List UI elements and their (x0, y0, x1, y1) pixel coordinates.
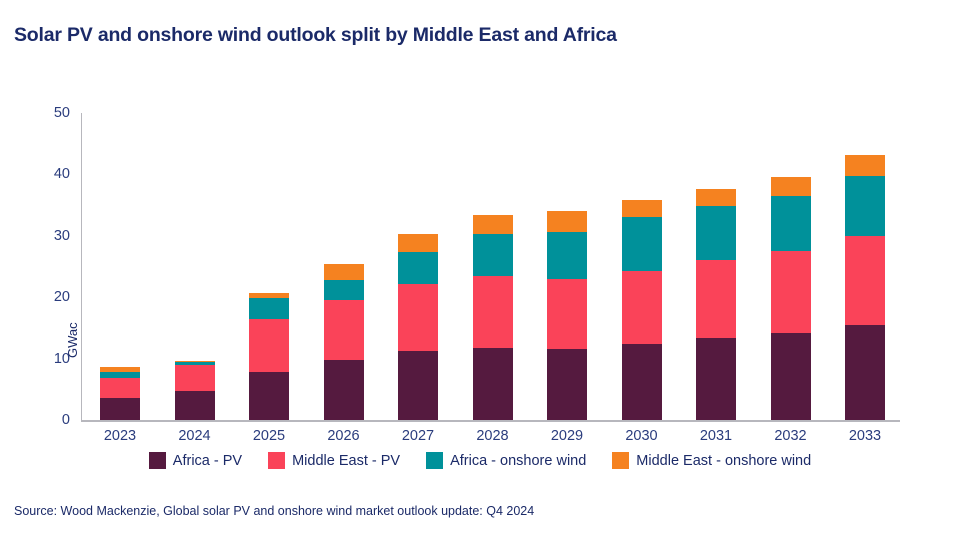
y-axis-tick-label: 10 (53, 350, 70, 367)
bar-segment[interactable] (323, 264, 364, 281)
bar-segment[interactable] (323, 300, 364, 361)
bar-segment[interactable] (845, 176, 885, 237)
legend-item[interactable]: Middle East - PV (268, 452, 400, 469)
y-axis-tick-label: 40 (53, 166, 70, 183)
bar-segment[interactable] (323, 280, 364, 301)
page-title: Solar PV and onshore wind outlook split … (14, 24, 617, 46)
x-axis-tick-label: 2026 (327, 428, 360, 444)
bar-segment[interactable] (100, 366, 140, 372)
legend-label: Middle East - onshore wind (636, 452, 812, 469)
legend-label: Africa - onshore wind (450, 452, 587, 469)
x-axis-tick-label: 2031 (699, 428, 733, 444)
legend-label: Middle East - PV (292, 452, 401, 469)
bar-segment[interactable] (174, 364, 215, 391)
bar-segment[interactable] (100, 371, 140, 378)
stacked-bar[interactable] (770, 176, 811, 420)
x-axis-tick-label: 2028 (476, 428, 509, 444)
legend-label: Africa - PV (172, 452, 243, 469)
bar-segment[interactable] (621, 200, 662, 218)
legend-swatch-icon (148, 452, 166, 469)
stacked-bar[interactable] (174, 361, 215, 420)
x-axis-line (81, 420, 900, 422)
bar-segment[interactable] (472, 214, 513, 234)
bar-segment[interactable] (472, 347, 513, 420)
bar-segment[interactable] (547, 231, 587, 279)
bar-segment[interactable] (547, 211, 587, 232)
bar-segment[interactable] (770, 195, 811, 251)
bar-segment[interactable] (696, 189, 736, 206)
x-axis-tick-label: 2029 (550, 428, 584, 444)
x-axis-tick-label: 2033 (848, 428, 882, 444)
legend-item[interactable]: Middle East - onshore wind (612, 452, 811, 469)
legend-swatch-icon (612, 452, 630, 469)
stacked-bar[interactable] (547, 211, 587, 420)
bar-segment[interactable] (845, 325, 885, 420)
y-axis-line (81, 113, 82, 420)
stacked-bar[interactable] (696, 189, 736, 420)
x-axis-tick-label: 2030 (625, 428, 658, 444)
x-axis-tick-label: 2023 (103, 428, 137, 444)
legend-swatch-icon (268, 452, 286, 469)
bar-segment[interactable] (770, 176, 811, 196)
bar-segment[interactable] (770, 250, 811, 333)
bar-segment[interactable] (696, 205, 736, 260)
bar-segment[interactable] (249, 319, 289, 372)
chart-legend: Africa - PV Middle East - PV Africa - onsh… (0, 452, 960, 469)
legend-swatch-icon (426, 452, 444, 469)
y-axis-tick-label: 50 (53, 105, 70, 121)
x-axis-tick-label: 2027 (401, 428, 435, 444)
stacked-bar[interactable] (472, 214, 513, 420)
legend-item[interactable]: Africa - PV (148, 452, 243, 469)
bar-segment[interactable] (249, 371, 289, 420)
x-axis-tick-label: 2025 (252, 428, 286, 444)
y-axis-tick-label: 20 (53, 289, 70, 306)
bar-segment[interactable] (174, 361, 215, 363)
source-note: Source: Wood Mackenzie, Global solar PV … (14, 504, 535, 518)
bar-segment[interactable] (174, 362, 215, 365)
plot-area: GWac 0 10 20 30 40 50 2023 2024 2025 2026 2027 202… (54, 105, 900, 444)
bar-segment[interactable] (696, 259, 736, 339)
y-axis-tick-label: 0 (61, 412, 70, 428)
bar-segment[interactable] (249, 298, 289, 320)
bar-segment[interactable] (547, 278, 587, 350)
bar-segment[interactable] (621, 271, 662, 345)
y-axis-tick-label: 30 (53, 227, 70, 244)
bar-segment[interactable] (398, 283, 438, 351)
bar-segment[interactable] (472, 233, 513, 277)
bar-segment[interactable] (621, 344, 662, 420)
stacked-bar[interactable] (323, 264, 364, 420)
bar-segment[interactable] (845, 236, 885, 326)
x-axis-tick-label: 2024 (178, 428, 211, 444)
x-axis-tick-label: 2032 (774, 428, 807, 444)
bar-segment[interactable] (100, 397, 140, 420)
bar-segment[interactable] (249, 292, 289, 299)
bar-segment[interactable] (621, 217, 662, 272)
bar-segment[interactable] (398, 233, 438, 252)
bar-segment[interactable] (174, 390, 215, 420)
bar-segment[interactable] (472, 276, 513, 348)
stacked-bar[interactable] (100, 366, 140, 420)
bar-segment[interactable] (696, 338, 736, 420)
bar-segment[interactable] (845, 155, 885, 177)
bar-segment[interactable] (100, 377, 140, 398)
bar-segment[interactable] (398, 350, 438, 420)
bar-segment[interactable] (323, 360, 364, 420)
stacked-bar[interactable] (249, 292, 289, 420)
bar-segment[interactable] (770, 332, 811, 420)
stacked-bar[interactable] (845, 155, 885, 420)
bar-segment[interactable] (398, 251, 438, 284)
bars-layer (81, 113, 900, 420)
stacked-bar[interactable] (398, 233, 438, 420)
legend-item[interactable]: Africa - onshore wind (426, 452, 586, 469)
stacked-bar[interactable] (621, 200, 662, 420)
bar-segment[interactable] (547, 349, 587, 420)
